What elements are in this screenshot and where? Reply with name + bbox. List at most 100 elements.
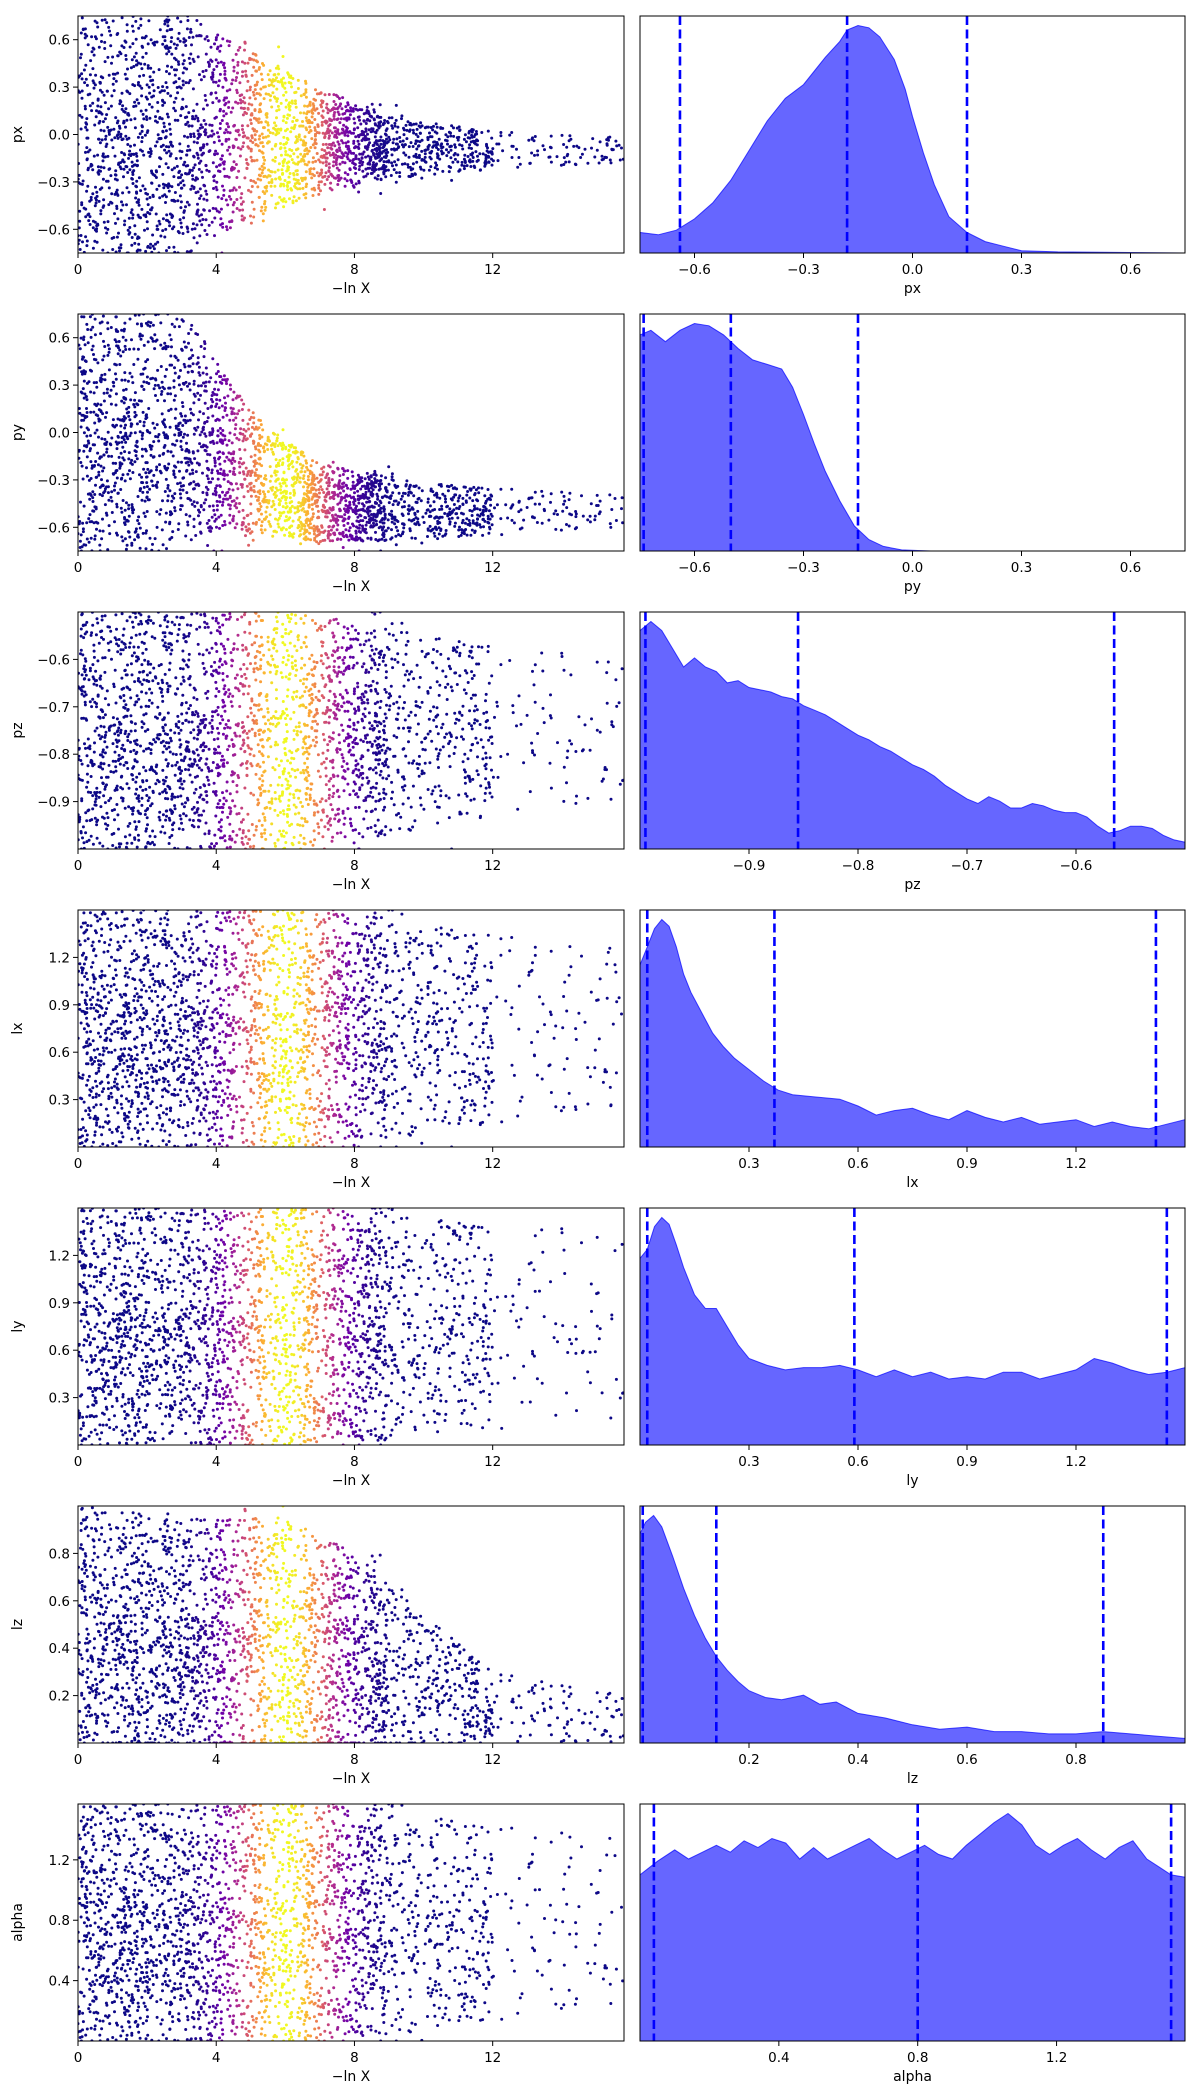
trace-point xyxy=(168,46,172,50)
trace-ytick-label: −0.6 xyxy=(37,222,70,238)
trace-point xyxy=(283,179,287,182)
trace-point xyxy=(151,83,155,87)
trace-point xyxy=(254,479,258,482)
trace-point xyxy=(139,62,143,66)
trace-point xyxy=(93,333,97,337)
trace-point xyxy=(170,322,174,326)
trace-point xyxy=(172,385,176,389)
trace-point xyxy=(303,104,307,108)
trace-point xyxy=(490,523,494,527)
trace-point xyxy=(188,79,192,82)
trace-point xyxy=(470,133,474,137)
trace-point xyxy=(213,519,217,523)
trace-point xyxy=(468,160,472,164)
trace-point xyxy=(379,178,383,182)
trace-point xyxy=(149,79,153,83)
trace-point xyxy=(224,198,228,202)
trace-point xyxy=(621,521,624,525)
trace-point xyxy=(173,191,177,194)
trace-point xyxy=(384,538,388,542)
trace-point xyxy=(225,473,229,477)
trace-point xyxy=(404,153,408,157)
trace-point xyxy=(96,361,100,365)
trace-point xyxy=(124,125,127,129)
trace-point xyxy=(223,520,227,523)
trace-point xyxy=(281,457,285,461)
trace-point xyxy=(96,165,100,169)
trace-point xyxy=(109,104,113,108)
trace-point xyxy=(142,424,146,428)
trace-point xyxy=(219,513,223,517)
trace-point xyxy=(373,176,377,180)
trace-point xyxy=(381,139,385,143)
trace-point xyxy=(428,510,432,514)
trace-point xyxy=(416,144,420,148)
trace-point xyxy=(437,137,441,141)
trace-point xyxy=(146,42,150,46)
trace-point xyxy=(122,401,126,405)
trace-point xyxy=(199,159,203,163)
trace-point xyxy=(330,495,334,499)
trace-point xyxy=(260,150,264,154)
trace-point xyxy=(224,128,228,132)
trace-point xyxy=(279,146,283,150)
trace-point xyxy=(91,101,95,105)
trace-point xyxy=(142,73,146,77)
trace-point xyxy=(473,507,477,510)
trace-point xyxy=(161,229,165,233)
trace-point xyxy=(189,327,193,331)
trace-point xyxy=(192,236,196,240)
trace-point xyxy=(138,248,142,252)
trace-point xyxy=(304,95,308,99)
trace-point xyxy=(218,49,222,53)
trace-point xyxy=(197,132,201,136)
trace-point xyxy=(481,152,485,156)
trace-point xyxy=(139,487,143,491)
trace-point xyxy=(433,534,437,538)
trace-point xyxy=(172,42,176,46)
trace-point xyxy=(364,127,368,131)
trace-point xyxy=(263,200,267,203)
trace-point xyxy=(359,122,363,126)
trace-point xyxy=(153,333,157,337)
trace-point xyxy=(489,503,493,507)
trace-point xyxy=(130,503,134,507)
trace-point xyxy=(466,155,470,158)
trace-point xyxy=(364,493,367,497)
trace-point xyxy=(361,519,365,523)
trace-point xyxy=(243,48,246,52)
trace-point xyxy=(378,487,382,491)
trace-point xyxy=(322,154,326,157)
trace-point xyxy=(422,521,426,524)
trace-point xyxy=(194,332,198,336)
trace-point xyxy=(252,484,256,488)
trace-point xyxy=(183,414,187,418)
trace-point xyxy=(196,129,200,133)
trace-point xyxy=(173,371,177,375)
trace-point xyxy=(78,347,82,351)
trace-point xyxy=(416,135,420,139)
trace-point xyxy=(223,409,227,412)
trace-point xyxy=(295,173,299,176)
trace-point xyxy=(279,184,282,188)
trace-point xyxy=(364,129,368,133)
trace-point xyxy=(178,149,182,153)
trace-point xyxy=(133,100,137,104)
trace-point xyxy=(145,375,149,379)
trace-point xyxy=(354,171,358,175)
trace-point xyxy=(178,481,182,485)
trace-point xyxy=(227,195,231,198)
trace-point xyxy=(221,225,225,229)
trace-point xyxy=(151,542,154,546)
trace-point xyxy=(385,137,388,141)
trace-point xyxy=(358,152,362,156)
trace-point xyxy=(98,321,102,325)
trace-point xyxy=(166,186,170,189)
trace-point xyxy=(448,510,452,514)
trace-point xyxy=(600,154,604,158)
trace-point xyxy=(356,494,360,498)
trace-point xyxy=(597,512,601,516)
trace-point xyxy=(316,504,320,508)
trace-point xyxy=(312,532,316,536)
trace-point xyxy=(93,204,97,208)
